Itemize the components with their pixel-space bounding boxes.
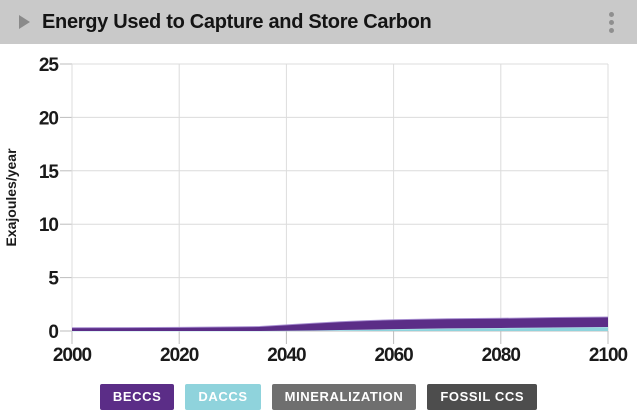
x-tick-label: 2060 [374,345,413,366]
x-tick-label: 2040 [267,345,306,366]
y-tick-label: 25 [39,55,60,76]
collapse-caret-button[interactable] [10,8,38,36]
caret-right-icon [18,15,30,29]
y-tick-label: 20 [39,108,59,129]
y-tick-label: 5 [48,269,59,290]
chart-legend: BECCS DACCS MINERALIZATION FOSSIL CCS [0,384,637,410]
stacked-area-chart: 0 5 10 15 20 25 2000 2020 2040 2060 2080 2100 Exajou… [3,55,629,366]
y-tick-label: 0 [48,322,58,343]
graph-title: Energy Used to Capture and Store Carbon [42,10,432,33]
kebab-vertical-icon [608,19,614,25]
kebab-vertical-icon [608,27,614,33]
x-tick-label: 2020 [160,345,199,366]
area-band-daccs [72,327,608,331]
legend-item-mineralization[interactable]: MINERALIZATION [271,384,417,410]
x-tick-label: 2080 [482,345,521,366]
legend-item-beccs[interactable]: BECCS [99,384,175,410]
graph-menu-button[interactable] [599,6,623,38]
legend-item-daccs[interactable]: DACCS [185,384,261,410]
legend-item-fossil-ccs[interactable]: FOSSIL CCS [427,384,538,410]
graph-header: Energy Used to Capture and Store Carbon [0,0,637,44]
x-tick-label: 2000 [53,345,92,366]
area-edge-beccs [71,316,609,329]
x-tick-label: 2100 [589,345,628,366]
y-axis-title: Exajoules/year [3,148,19,247]
y-tick-label: 15 [39,162,60,183]
y-tick-label: 10 [39,215,59,236]
kebab-vertical-icon [608,11,614,17]
